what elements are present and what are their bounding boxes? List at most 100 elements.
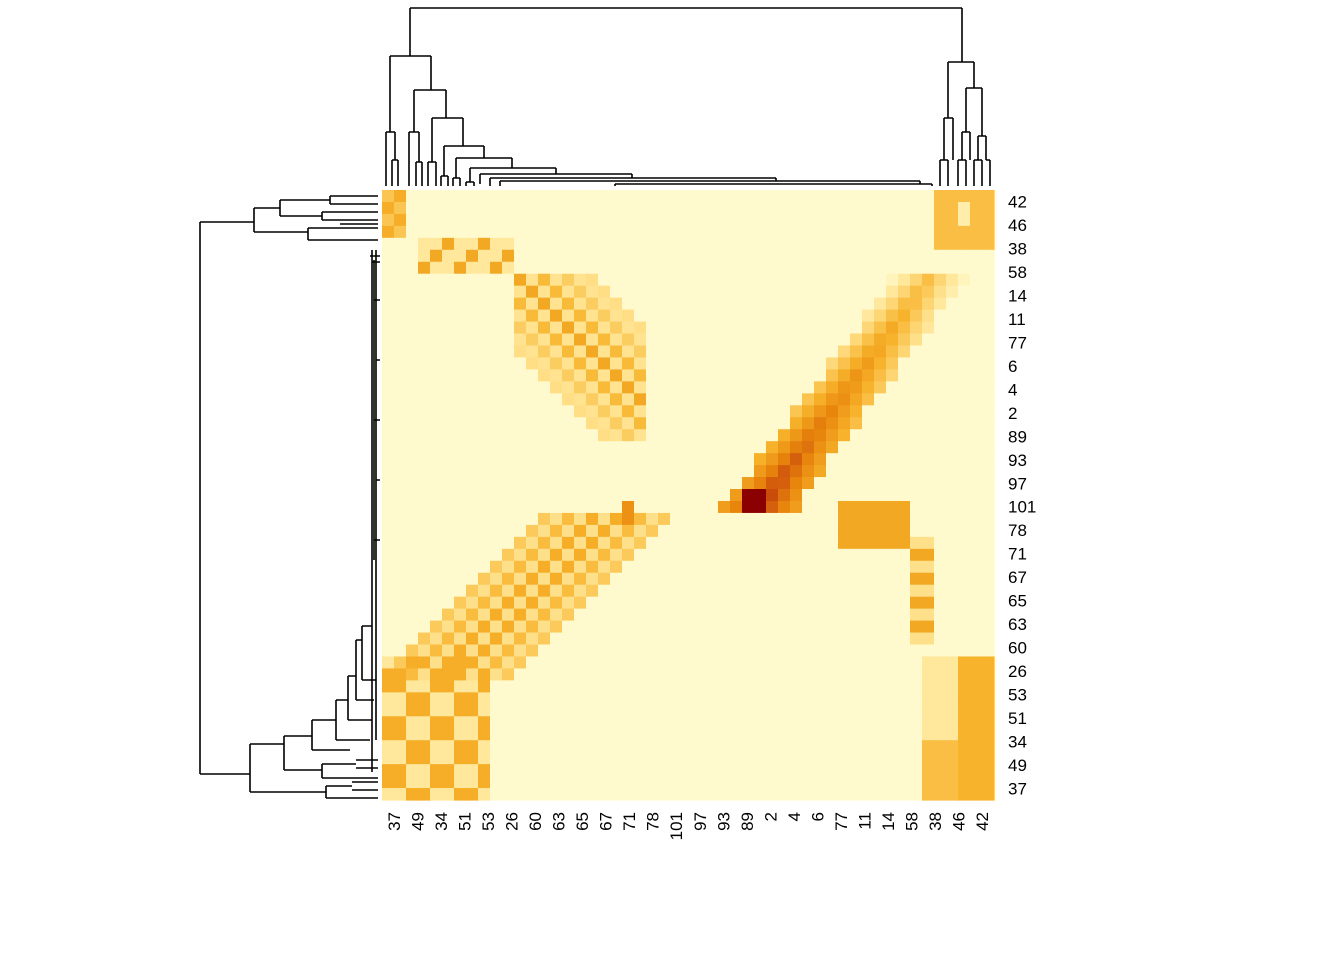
heatmap-cell: [766, 249, 779, 263]
row-label: 65: [1008, 592, 1027, 611]
heatmap-cell: [730, 656, 743, 670]
heatmap-cell: [982, 584, 995, 598]
heatmap-cell: [502, 309, 515, 323]
heatmap-cell: [826, 297, 839, 311]
heatmap-cell: [466, 692, 479, 705]
heatmap-cell: [586, 740, 599, 753]
heatmap-cell: [394, 261, 407, 275]
heatmap-cell: [574, 381, 587, 394]
heatmap-cell: [790, 644, 803, 658]
heatmap-cell: [778, 776, 791, 789]
heatmap-cell: [598, 704, 611, 717]
row-label: 97: [1008, 474, 1027, 493]
heatmap-cell: [898, 321, 911, 335]
heatmap-cell: [970, 512, 983, 526]
heatmap-cell: [454, 692, 467, 705]
heatmap-cell: [982, 596, 995, 610]
heatmap-cell: [526, 752, 539, 765]
heatmap-cell: [970, 465, 983, 478]
column-label: 78: [644, 812, 663, 831]
heatmap-cell: [598, 548, 611, 562]
heatmap-cell: [718, 465, 731, 478]
heatmap-cell: [646, 668, 659, 681]
heatmap-cell: [754, 536, 767, 550]
heatmap-cell: [514, 333, 527, 347]
heatmap-cell: [886, 656, 899, 670]
heatmap-cell: [658, 417, 671, 430]
heatmap-cell: [838, 297, 851, 311]
heatmap-cell: [718, 333, 731, 347]
heatmap-cell: [682, 788, 695, 801]
heatmap-cell: [946, 405, 959, 418]
heatmap-cell: [790, 752, 803, 765]
heatmap-cell: [418, 249, 431, 263]
heatmap-cell: [598, 740, 611, 753]
heatmap-cell: [574, 405, 587, 418]
heatmap-cell: [502, 345, 515, 359]
heatmap-cell: [874, 704, 887, 717]
heatmap-cell: [922, 524, 935, 538]
heatmap-cell: [466, 225, 479, 239]
heatmap-cell: [910, 441, 923, 454]
heatmap-cell: [442, 297, 455, 311]
heatmap-cell: [802, 333, 815, 347]
heatmap-cell: [490, 273, 503, 287]
heatmap-cell: [778, 297, 791, 311]
heatmap-cell: [538, 632, 551, 646]
row-dendrogram-branch: [325, 781, 378, 799]
heatmap-cell: [862, 489, 875, 502]
heatmap-cell: [766, 752, 779, 765]
heatmap-cell: [730, 752, 743, 765]
heatmap-cell: [922, 692, 935, 705]
heatmap-cell: [586, 560, 599, 574]
heatmap-cell: [814, 632, 827, 646]
heatmap-cell: [862, 620, 875, 634]
heatmap-cell: [382, 656, 395, 670]
heatmap-cell: [886, 752, 899, 765]
heatmap-cell: [946, 596, 959, 610]
heatmap-cell: [742, 393, 755, 406]
heatmap-cell: [430, 740, 443, 753]
heatmap-cell: [514, 704, 527, 717]
heatmap-cell: [514, 381, 527, 394]
heatmap-cell: [526, 309, 539, 323]
heatmap-cell: [646, 752, 659, 765]
heatmap-cell: [418, 345, 431, 359]
heatmap-cell: [766, 333, 779, 347]
heatmap-cell: [766, 357, 779, 371]
heatmap-cell: [778, 213, 791, 227]
heatmap-cell: [958, 453, 971, 466]
heatmap-cell: [490, 536, 503, 550]
heatmap-cell: [622, 692, 635, 705]
heatmap-cell: [550, 560, 563, 574]
heatmap-cell: [838, 668, 851, 681]
heatmap-cell: [514, 620, 527, 634]
heatmap-cell: [730, 225, 743, 239]
heatmap-cell: [850, 465, 863, 478]
heatmap-cell: [778, 429, 791, 442]
heatmap-cell: [574, 213, 587, 227]
heatmap-cell: [694, 393, 707, 406]
heatmap-cell: [394, 644, 407, 658]
heatmap-cell: [478, 297, 491, 311]
heatmap-cell: [478, 489, 491, 502]
heatmap-cell: [490, 213, 503, 227]
heatmap-cell: [874, 369, 887, 382]
column-label: 77: [832, 812, 851, 831]
heatmap-cell: [550, 656, 563, 670]
heatmap-cell: [838, 740, 851, 753]
heatmap-cell: [418, 704, 431, 717]
heatmap-cell: [910, 632, 923, 646]
heatmap-cell: [466, 536, 479, 550]
heatmap-cell: [550, 524, 563, 538]
heatmap-cell: [490, 692, 503, 705]
heatmap-cell: [586, 680, 599, 693]
heatmap-cell: [658, 213, 671, 227]
heatmap-cell: [406, 668, 419, 681]
heatmap-cell: [910, 764, 923, 777]
heatmap-cell: [862, 632, 875, 646]
heatmap-cell: [802, 740, 815, 753]
heatmap-cell: [598, 500, 611, 514]
heatmap-cell: [790, 489, 803, 502]
heatmap-cell: [814, 417, 827, 430]
